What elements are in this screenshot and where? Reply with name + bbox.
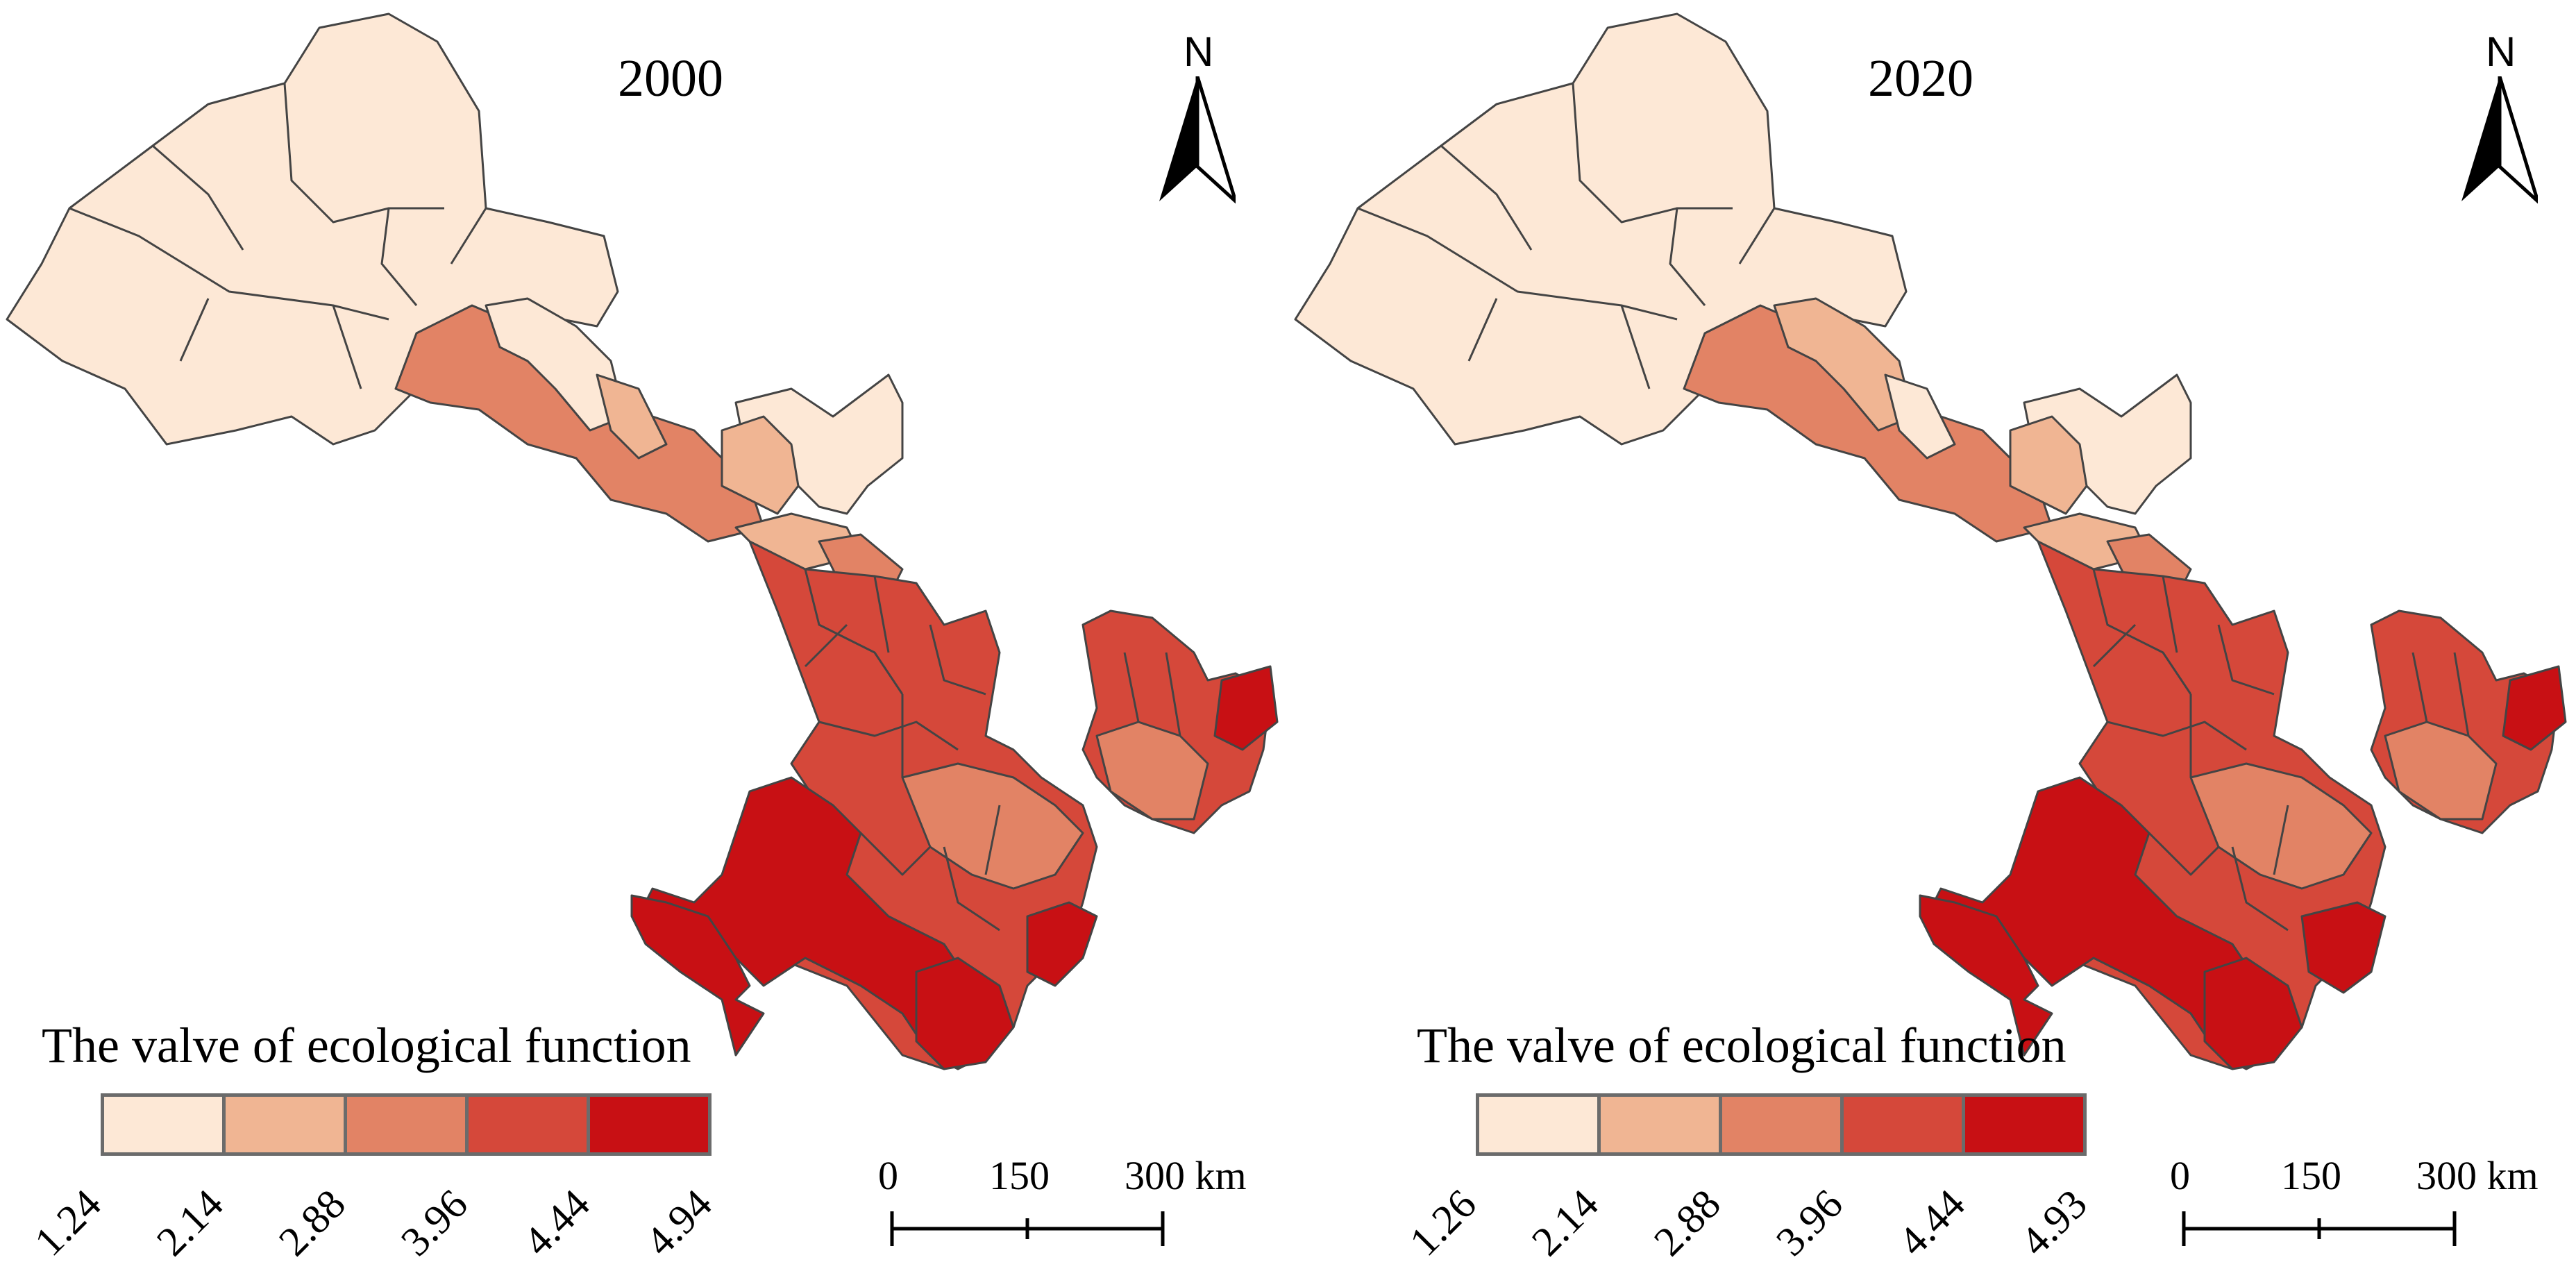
region-corridor-mid: [1884, 373, 1956, 460]
choropleth-map: [1294, 12, 2567, 1070]
legend-swatch-1: [104, 1097, 226, 1152]
region-southwest-tail: [1919, 894, 2053, 1057]
region-east-light: [2384, 721, 2498, 821]
legend-swatch-4: [1844, 1097, 1965, 1152]
legend-swatch-1: [1479, 1097, 1601, 1152]
region-corridor-east: [2009, 415, 2088, 515]
map-year-title: 2020: [1868, 49, 1973, 108]
legend-swatch-3: [1722, 1097, 1844, 1152]
scale-label-150: 150: [2281, 1153, 2341, 1198]
region-southeast-dark: [2300, 901, 2386, 994]
legend-swatch-3: [347, 1097, 469, 1152]
legend-swatch-5: [1965, 1097, 2083, 1152]
region-east-dark: [2502, 665, 2567, 751]
scale-label-0: 0: [878, 1153, 898, 1198]
north-label: N: [2486, 28, 2516, 75]
region-corridor-east: [721, 415, 800, 515]
legend-title: The valve of ecological function: [42, 1018, 691, 1073]
region-east-light: [1095, 721, 1209, 821]
region-corridor-light: [1773, 297, 1914, 432]
north-label: N: [1184, 28, 1214, 75]
choropleth-map: [6, 12, 1279, 1070]
region-south-tip: [2203, 957, 2303, 1070]
region-east-dark: [1213, 665, 1279, 751]
map-year-title: 2000: [618, 49, 723, 108]
legend-swatch-2: [1601, 1097, 1722, 1152]
scale-bar: [890, 1211, 1165, 1246]
scale-label-150: 150: [989, 1153, 1050, 1198]
region-southeast-dark: [1026, 901, 1098, 987]
map-panel-2000: 2000 N The valve of ecological function …: [6, 12, 1279, 1265]
region-corridor-light: [485, 297, 626, 432]
legend-swatch-4: [469, 1097, 590, 1152]
north-arrow-icon: [1159, 76, 1236, 204]
scale-bar: [2182, 1211, 2457, 1246]
scale-label-0: 0: [2170, 1153, 2190, 1198]
region-southwest-tail: [630, 894, 765, 1057]
region-south-tip: [915, 957, 1015, 1070]
region-corridor-mid: [596, 373, 668, 460]
legend-color-bar: [101, 1093, 712, 1156]
legend-title: The valve of ecological function: [1417, 1018, 2066, 1073]
region-southwest-dark: [637, 776, 1001, 1070]
legend-color-bar: [1476, 1093, 2087, 1156]
north-arrow-icon: [2461, 76, 2538, 204]
map-panel-2020: 2020 N The valve of ecological function …: [1288, 0, 2576, 1287]
scale-label-300: 300 km: [1125, 1153, 1247, 1198]
legend-swatch-2: [226, 1097, 347, 1152]
region-southwest-dark: [1926, 776, 2289, 1070]
scale-label-300: 300 km: [2416, 1153, 2539, 1198]
legend-swatch-5: [590, 1097, 708, 1152]
